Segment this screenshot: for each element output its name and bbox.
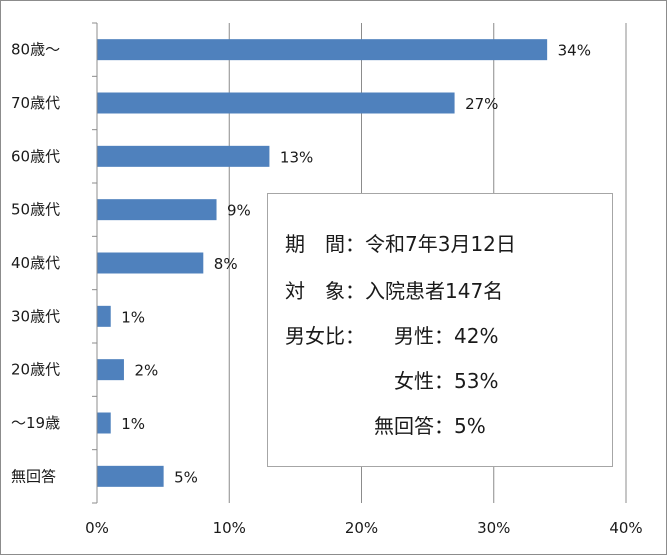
data-label: 27% — [465, 95, 498, 113]
info-ratio-label: 男女比： — [285, 324, 365, 348]
bar — [97, 305, 111, 327]
period-value: 令和7年3月12日 — [365, 232, 516, 256]
x-tick-label: 0% — [85, 519, 109, 537]
info-male: 男性：42% — [394, 320, 498, 349]
x-tick-label: 10% — [213, 519, 246, 537]
noanswer-value: 5% — [454, 414, 486, 438]
info-noanswer: 無回答：5% — [374, 410, 486, 439]
bar — [97, 199, 217, 221]
target-value: 入院患者147名 — [365, 279, 504, 303]
category-label: 60歳代 — [11, 147, 60, 165]
info-female: 女性：53% — [394, 365, 498, 394]
target-label: 対 象： — [285, 279, 365, 303]
category-label: 40歳代 — [11, 254, 60, 272]
data-label: 13% — [280, 148, 313, 166]
info-box: 期 間：令和7年3月12日 対 象：入院患者147名 男女比： 男性：42% 女… — [267, 193, 613, 467]
bar — [97, 412, 111, 434]
bar — [97, 92, 455, 114]
data-label: 1% — [121, 308, 145, 326]
bar — [97, 359, 124, 381]
data-label: 2% — [134, 362, 158, 380]
data-label: 34% — [558, 42, 591, 60]
female-label: 女性： — [394, 369, 454, 393]
category-label: ～19歳 — [11, 414, 60, 432]
data-label: 5% — [174, 468, 198, 486]
category-label: 20歳代 — [11, 361, 60, 379]
x-tick-label: 40% — [609, 519, 642, 537]
category-label: 70歳代 — [11, 94, 60, 112]
data-label: 9% — [227, 202, 251, 220]
bar — [97, 252, 204, 274]
noanswer-label: 無回答： — [374, 414, 454, 438]
category-label: 30歳代 — [11, 307, 60, 325]
data-label: 8% — [214, 255, 238, 273]
bar — [97, 39, 548, 61]
period-label: 期 間： — [285, 232, 365, 256]
category-label: 無回答 — [11, 467, 56, 485]
x-tick-label: 20% — [345, 519, 378, 537]
category-label: 80歳～ — [11, 41, 60, 59]
female-value: 53% — [454, 369, 499, 393]
data-label: 1% — [121, 415, 145, 433]
male-label: 男性： — [394, 324, 454, 348]
info-target: 対 象：入院患者147名 — [285, 275, 503, 304]
bar — [97, 465, 164, 487]
male-value: 42% — [454, 324, 499, 348]
x-tick-label: 30% — [477, 519, 510, 537]
bar — [97, 145, 270, 167]
category-label: 50歳代 — [11, 201, 60, 219]
info-period: 期 間：令和7年3月12日 — [285, 228, 516, 257]
